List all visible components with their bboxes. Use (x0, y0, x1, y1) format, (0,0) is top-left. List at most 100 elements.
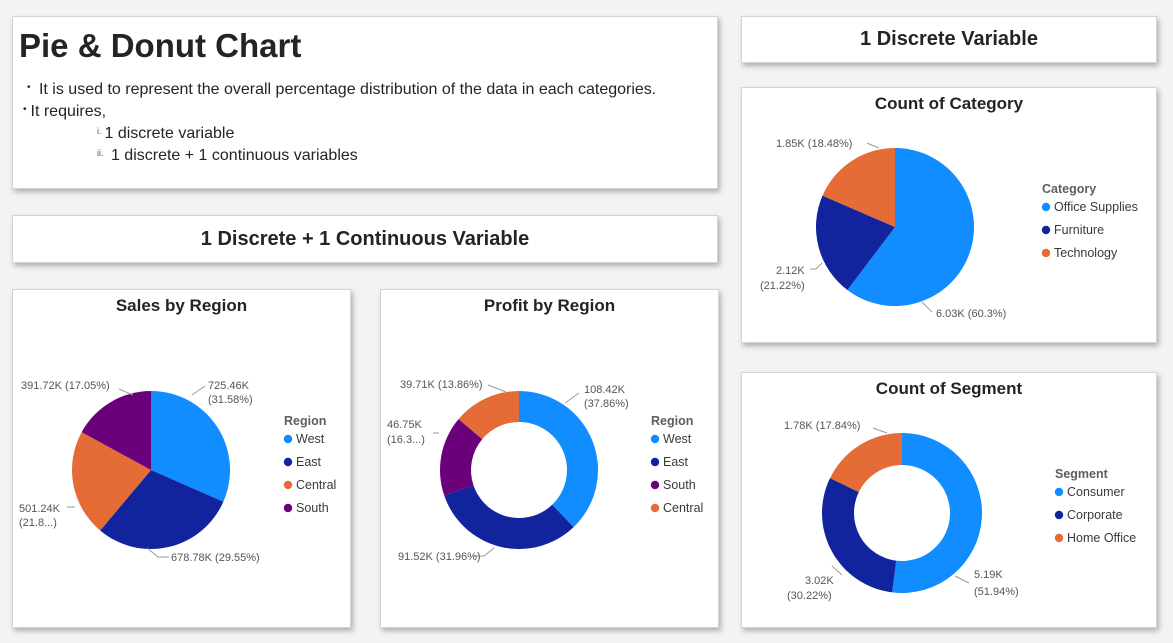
roman-marker: ii. (97, 148, 104, 158)
data-label: 391.72K (17.05%) (21, 380, 110, 392)
slice-east[interactable] (100, 470, 224, 549)
slice-east[interactable] (444, 485, 574, 549)
data-label: 501.24K (19, 503, 61, 515)
legend-marker (1054, 487, 1064, 497)
legend-marker (650, 480, 660, 490)
chart-title: Count of Segment (875, 379, 1023, 398)
slice-south[interactable] (440, 419, 483, 496)
data-label: (51.94%) (974, 586, 1019, 598)
intro-card: Pie & Donut Chart • It is used to repres… (12, 16, 718, 189)
leader-line (146, 547, 169, 558)
chart-title: Count of Category (874, 94, 1024, 113)
requirement-item-2: ii. 1 discrete + 1 continuous variables (19, 145, 711, 167)
legend-marker (1054, 510, 1064, 520)
data-label: 1.85K (18.48%) (776, 138, 852, 150)
banner-text: 1 Discrete Variable (860, 28, 1038, 50)
legend-marker (283, 480, 293, 490)
page-title: Pie & Donut Chart (19, 27, 302, 64)
legend-marker (283, 503, 293, 513)
requirement-text: 1 discrete + 1 continuous variables (110, 147, 358, 164)
slice-central[interactable] (458, 391, 519, 440)
leader-line (191, 385, 206, 396)
legend-item-east[interactable]: East (296, 455, 322, 469)
chart-title: Profit by Region (483, 296, 616, 315)
legend-marker (650, 434, 660, 444)
data-label: 1.78K (17.84%) (784, 420, 860, 432)
data-label: 5.19K (974, 569, 1003, 581)
bullet-text-usage: It is used to represent the overall perc… (38, 81, 657, 98)
legend-marker (283, 457, 293, 467)
leader-line (487, 384, 507, 393)
legend-title: Region (284, 414, 326, 428)
chart-title: Sales by Region (115, 296, 248, 315)
bullet-requires: • It requires, (19, 101, 711, 123)
legend-marker (1041, 248, 1051, 258)
count-of-segment-donut-chart[interactable]: 5.19K (51.94%) 3.02K (30.22%) 1.78K (17.84%)… (742, 373, 1158, 629)
legend-item-office-supplies[interactable]: Office Supplies (1054, 200, 1138, 214)
data-label: (21.8...) (19, 517, 57, 529)
data-label: 678.78K (29.55%) (171, 552, 260, 564)
legend-item-south[interactable]: South (296, 501, 329, 515)
data-label: (16.3...) (387, 434, 425, 446)
data-label: (37.86%) (584, 398, 629, 410)
slice-office-supplies[interactable] (847, 148, 974, 306)
legend-item-central[interactable]: Central (663, 501, 703, 515)
data-label: 91.52K (31.96%) (398, 551, 481, 563)
profit-by-region-donut-chart[interactable]: 108.42K (37.86%) 91.52K (31.96%) 46.75K (16.… (381, 290, 720, 629)
data-label: (31.58%) (208, 394, 253, 406)
legend-marker (1041, 202, 1051, 212)
banner-discrete-continuous: 1 Discrete + 1 Continuous Variable (12, 215, 718, 263)
legend-marker (283, 434, 293, 444)
legend-item-west[interactable]: West (296, 432, 325, 446)
roman-marker: i. (97, 126, 102, 136)
data-label: (30.22%) (787, 590, 832, 602)
chart-card-profit-by-region[interactable]: Profit by Region 108.42K (37.86%) 91.52K (… (380, 289, 719, 628)
slice-west[interactable] (519, 391, 598, 528)
chart-card-count-of-segment[interactable]: Count of Segment 5.19K (51.94%) 3.02K (30.2… (741, 372, 1157, 628)
slice-corporate[interactable] (822, 478, 897, 593)
legend-item-south[interactable]: South (663, 478, 696, 492)
legend-marker (650, 457, 660, 467)
bullet-text-requires: It requires, (30, 103, 107, 120)
bullet-description: • It is used to represent the overall pe… (19, 79, 711, 101)
slice-central[interactable] (72, 432, 151, 531)
sales-by-region-pie-chart[interactable]: 725.46K (31.58%) 678.78K (29.55%) 501.24K (2… (13, 290, 352, 629)
legend-title: Segment (1055, 467, 1109, 481)
data-label: (21.22%) (760, 280, 805, 292)
leader-line (866, 142, 880, 149)
legend-item-technology[interactable]: Technology (1054, 246, 1118, 260)
slice-home-office[interactable] (830, 433, 902, 493)
legend-title: Category (1042, 182, 1096, 196)
chart-card-count-of-category[interactable]: Count of Category 6.03K (60.3%) 2.12K (21.… (741, 87, 1157, 343)
legend-item-central[interactable]: Central (296, 478, 336, 492)
legend-item-corporate[interactable]: Corporate (1067, 508, 1123, 522)
leader-line (118, 388, 134, 396)
legend-marker (650, 503, 660, 513)
legend-item-west[interactable]: West (663, 432, 692, 446)
leader-line (474, 547, 495, 557)
requirement-text: 1 discrete variable (104, 125, 235, 142)
leader-line (872, 427, 888, 434)
legend-marker (1054, 533, 1064, 543)
slice-west[interactable] (151, 391, 231, 502)
leader-line (954, 575, 970, 584)
data-label: 2.12K (776, 265, 805, 277)
slice-furniture[interactable] (816, 195, 895, 291)
data-label: 46.75K (387, 419, 423, 431)
legend-item-furniture[interactable]: Furniture (1054, 223, 1104, 237)
leader-line (564, 392, 580, 404)
legend-item-east[interactable]: East (663, 455, 689, 469)
leader-line (810, 262, 823, 270)
chart-card-sales-by-region[interactable]: Sales by Region 725.46K (31.58%) 678.78K (… (12, 289, 351, 628)
slice-consumer[interactable] (892, 433, 982, 593)
data-label: 3.02K (805, 575, 834, 587)
data-label: 725.46K (208, 380, 250, 392)
slice-technology[interactable] (822, 148, 895, 227)
legend-item-home-office[interactable]: Home Office (1067, 531, 1136, 545)
count-of-category-pie-chart[interactable]: 6.03K (60.3%) 2.12K (21.22%) 1.85K (18.48%)… (742, 88, 1158, 344)
slice-south[interactable] (81, 391, 151, 470)
legend-item-consumer[interactable]: Consumer (1067, 485, 1125, 499)
leader-line (921, 301, 933, 313)
data-label: 6.03K (60.3%) (936, 308, 1006, 320)
requirement-item-1: i. 1 discrete variable (19, 123, 711, 145)
